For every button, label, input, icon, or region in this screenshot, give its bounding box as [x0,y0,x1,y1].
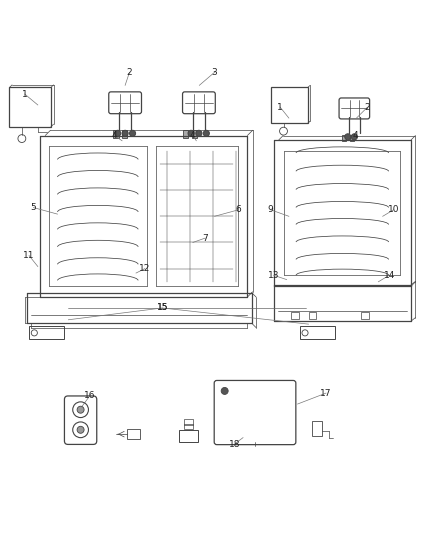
Text: 15: 15 [156,303,168,312]
Text: 1: 1 [277,103,283,111]
Circle shape [196,130,202,136]
Text: 11: 11 [23,251,35,260]
Text: 10: 10 [388,205,399,214]
Circle shape [188,130,194,136]
Bar [113,130,119,138]
Text: 9: 9 [268,205,273,214]
Bar [127,430,140,439]
Bar [184,419,193,425]
Text: 4: 4 [111,131,117,140]
Circle shape [130,130,136,136]
Bar [10,87,51,127]
Text: 4: 4 [190,131,196,140]
Bar [361,312,369,319]
Bar [342,135,346,141]
Text: 6: 6 [236,205,241,214]
Bar [192,130,197,138]
Bar [350,135,354,141]
Text: 16: 16 [85,391,96,400]
Bar [184,424,193,429]
Circle shape [77,406,84,413]
Bar [291,312,299,319]
Text: 7: 7 [202,233,208,243]
Bar [183,130,188,138]
Circle shape [122,130,128,136]
Bar [271,87,307,123]
Bar [308,312,316,319]
Text: 5: 5 [31,203,36,212]
Bar [179,430,198,442]
Circle shape [345,134,351,140]
Text: 2: 2 [127,68,132,77]
Bar [311,421,322,436]
Circle shape [77,426,84,433]
Circle shape [221,387,228,394]
Text: 15: 15 [156,303,168,312]
Bar [122,130,127,138]
Text: 3: 3 [212,68,218,77]
Circle shape [115,130,121,136]
Text: 1: 1 [22,90,28,99]
Text: 17: 17 [320,389,332,398]
Circle shape [203,130,209,136]
Circle shape [351,134,357,140]
Text: 13: 13 [268,271,279,280]
Text: 12: 12 [139,264,151,273]
Text: 14: 14 [384,271,395,280]
Text: 4: 4 [353,131,358,140]
Text: 18: 18 [229,440,240,449]
Bar [29,326,64,340]
Bar [300,326,335,340]
Text: 2: 2 [365,103,370,111]
